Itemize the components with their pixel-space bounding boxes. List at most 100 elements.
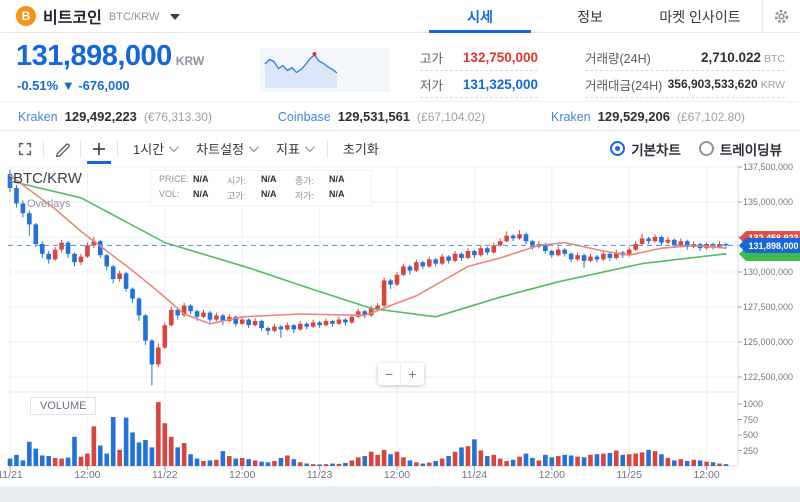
- stat-label: 거래대금(24H): [585, 78, 663, 93]
- zoom-controls: − +: [378, 363, 424, 385]
- reset-button[interactable]: 초기화: [342, 142, 379, 157]
- indicators-label: 지표: [276, 142, 300, 157]
- stat-value: 2,710.022 BTC: [700, 49, 785, 65]
- time-axis-label: 12:00: [538, 469, 565, 481]
- stat-label: 저가: [420, 78, 444, 93]
- price-axis-label: 125,000,000: [743, 337, 794, 347]
- chevron-down-icon: [170, 14, 181, 20]
- add-indicator-button[interactable]: [86, 136, 112, 164]
- change-value: -676,000: [78, 78, 130, 93]
- fullscreen-button[interactable]: [12, 136, 38, 162]
- change-percent: -0.51%: [17, 78, 59, 93]
- price-axis-label: 137,500,000: [743, 162, 794, 172]
- overlays-label[interactable]: Overlays: [27, 198, 71, 210]
- coin-name: 비트코인: [43, 10, 102, 27]
- exchange-price: 129,531,561: [337, 108, 411, 124]
- volume-axis-label: 500: [743, 430, 759, 440]
- chevron-down-icon: [169, 142, 180, 153]
- tab-시세[interactable]: 시세: [425, 0, 535, 33]
- stat-unit: KRW: [760, 79, 785, 91]
- indicators-dropdown[interactable]: 지표: [266, 136, 322, 162]
- price-axis-label: 135,000,000: [743, 197, 794, 207]
- tab-마켓 인사이트[interactable]: 마켓 인사이트: [659, 8, 741, 25]
- price-change: -0.51% ▼ -676,000: [17, 78, 130, 93]
- stat-value: 132,750,000: [462, 49, 538, 65]
- stat-거래량(24H): 거래량(24H) 2,710.022 BTC: [585, 44, 785, 71]
- exchange-name: Kraken: [18, 109, 58, 124]
- exchange-ticker-row: Kraken 129,492,223 (€76,313.30) Coinbase 129…: [0, 101, 800, 131]
- price-currency: KRW: [175, 54, 205, 68]
- price-summary: 131,898,000 KRW -0.51% ▼ -676,000 고가 132,7…: [0, 34, 800, 101]
- chart-toolbar: 1시간 차트설정 지표 초기화 기본차트 트레이딩뷰: [0, 132, 800, 165]
- chart-symbol-label: BTC/KRW: [13, 170, 82, 187]
- current-price: 131,898,000 KRW: [16, 40, 204, 73]
- info-value: N/A: [261, 174, 277, 184]
- chart-type-radios: 기본차트 트레이딩뷰: [610, 132, 782, 165]
- info-label: VOL:: [159, 189, 180, 199]
- daily-stats: 고가 132,750,000 거래량(24H) 2,710.022 BTC 저가 131,3…: [420, 44, 785, 98]
- ticker-coinbase[interactable]: Coinbase 129,531,561 (£67,104.02): [278, 109, 485, 124]
- stat-고가: 고가 132,750,000: [420, 44, 538, 71]
- info-row: VOL: N/A 고가: N/A 저가: N/A: [159, 189, 363, 202]
- time-axis-label: 12:00: [383, 469, 411, 481]
- tab-정보[interactable]: 정보: [577, 8, 603, 25]
- info-value: N/A: [261, 189, 277, 199]
- chart-settings-dropdown[interactable]: 차트설정: [186, 136, 266, 162]
- interval-label: 1시간: [133, 142, 165, 157]
- info-label: 저가:: [295, 191, 315, 201]
- exchange-name: Kraken: [551, 109, 591, 124]
- radio-label: 트레이딩뷰: [719, 142, 782, 158]
- radio-기본차트[interactable]: 기본차트: [610, 139, 681, 159]
- sparkline-chart: [260, 48, 390, 92]
- bitcoin-icon: B: [16, 6, 36, 26]
- time-axis-label: 12:00: [693, 469, 720, 481]
- fullscreen-icon: [18, 142, 32, 155]
- stat-label: 거래량(24H): [585, 51, 651, 66]
- price-value: 131,898,000: [16, 40, 172, 72]
- time-axis-label: 11/21: [0, 469, 23, 481]
- chart-settings-label: 차트설정: [196, 142, 244, 157]
- bottom-scroll-strip[interactable]: [0, 486, 800, 502]
- info-label: PRICE:: [159, 174, 190, 184]
- exchange-fiat-price: (£67,102.80): [676, 109, 745, 124]
- chart-area: BTC/KRW Overlays PRICE: N/A 시가: N/A 종가: N/A VO…: [0, 162, 800, 486]
- volume-pane-label: VOLUME: [30, 397, 97, 415]
- draw-button[interactable]: [49, 136, 75, 162]
- volume-axis-label: 750: [743, 414, 759, 425]
- settings-gear-button[interactable]: [762, 0, 800, 33]
- info-label: 고가:: [227, 191, 247, 201]
- radio-label: 기본차트: [631, 142, 681, 158]
- stat-저가: 저가 131,325,000: [420, 71, 538, 98]
- chevron-down-icon: [304, 142, 315, 153]
- volume-axis-label: 250: [743, 445, 759, 456]
- info-value: N/A: [329, 189, 345, 199]
- ticker-kraken[interactable]: Kraken 129,492,223 (€76,313.30): [18, 109, 212, 124]
- header: B 비트코인 BTC/KRW 시세 정보 마켓 인사이트: [0, 0, 800, 33]
- exchange-name: Coinbase: [277, 109, 331, 124]
- time-axis-label: 11/24: [461, 469, 488, 481]
- down-arrow-icon: ▼: [61, 78, 75, 93]
- radio-selected-icon: [610, 141, 626, 156]
- chart-canvas[interactable]: [0, 165, 800, 486]
- stat-value: 131,325,000: [462, 76, 538, 92]
- exchange-fiat-price: (€76,313.30): [143, 109, 212, 124]
- radio-트레이딩뷰[interactable]: 트레이딩뷰: [698, 139, 782, 159]
- zoom-in-button[interactable]: +: [408, 366, 417, 382]
- price-axis-label: 127,500,000: [743, 302, 794, 312]
- ticker-kraken[interactable]: Kraken 129,529,206 (£67,102.80): [551, 109, 745, 124]
- coin-selector[interactable]: B 비트코인 BTC/KRW: [0, 4, 181, 28]
- pencil-icon: [55, 143, 70, 157]
- chevron-down-icon: [248, 142, 259, 153]
- info-label: 종가:: [295, 176, 315, 186]
- exchange-price: 129,492,223: [64, 108, 137, 124]
- stat-unit: BTC: [764, 52, 785, 65]
- volume-axis-label: 1000: [743, 399, 764, 409]
- current-price-tag: 131,898,000: [739, 238, 800, 253]
- exchange-price: 129,529,206: [597, 108, 670, 124]
- zoom-out-button[interactable]: −: [378, 363, 401, 385]
- time-axis-label: 12:00: [74, 469, 101, 481]
- interval-dropdown[interactable]: 1시간: [123, 136, 186, 162]
- exchange-fiat-price: (£67,104.02): [417, 109, 486, 124]
- stat-value: 356,903,533,620 KRW: [667, 77, 785, 91]
